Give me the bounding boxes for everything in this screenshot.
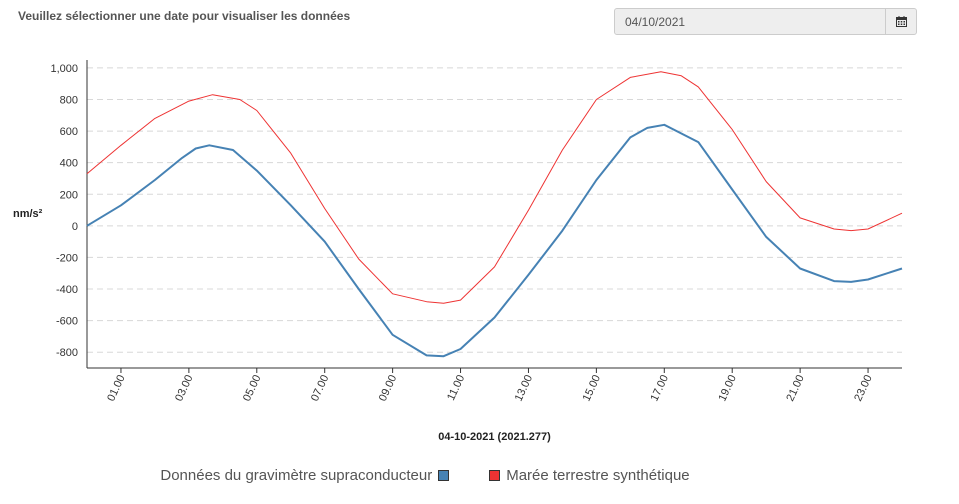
y-tick-label: 800 [60,94,78,106]
x-tick-label: 21.00 [784,373,807,403]
y-tick-label: -600 [56,316,78,328]
x-tick-label: 19.00 [716,373,739,403]
x-tick-label: 05.00 [241,373,264,403]
x-tick-label: 09.00 [377,373,400,403]
x-tick-label: 01.00 [105,373,128,403]
x-tick-label: 07.00 [309,373,332,403]
series-line-gravimeter [86,123,903,358]
x-tick-label: 17.00 [648,373,671,403]
y-tick-label: 1,000 [50,63,78,75]
legend-label-gravimeter: Données du gravimètre supraconducteur [160,467,433,484]
y-axis-title: nm/s² [13,208,43,220]
date-input[interactable] [615,9,885,34]
y-tick-label: -400 [56,284,78,296]
legend-item-gravimeter[interactable]: Données du gravimètre supraconducteur [160,467,450,484]
calendar-icon [895,16,907,27]
y-tick-label: -800 [56,347,78,359]
x-axis-title: 04-10-2021 (2021.277) [438,431,551,443]
series-line-tide [86,71,903,304]
calendar-button[interactable] [885,9,916,34]
legend-label-tide: Marée terrestre synthétique [506,467,690,484]
chart-legend: Données du gravimètre supraconducteur Ma… [0,467,850,484]
page-prompt: Veuillez sélectionner une date pour visu… [18,9,351,23]
x-tick-label: 23.00 [852,373,875,403]
x-tick-label: 15.00 [581,373,604,403]
legend-swatch-gravimeter [438,470,450,481]
x-tick-label: 13.00 [513,373,536,403]
x-tick-label: 03.00 [173,373,196,403]
x-tick-label: 11.00 [445,373,467,402]
legend-swatch-tide [489,470,501,481]
y-tick-label: 600 [60,126,78,138]
legend-item-tide[interactable]: Marée terrestre synthétique [489,467,690,484]
y-tick-label: -200 [56,252,78,264]
y-tick-label: 200 [60,189,78,201]
y-tick-label: 400 [60,158,78,170]
y-tick-label: 0 [72,221,78,233]
date-picker[interactable] [614,8,917,35]
